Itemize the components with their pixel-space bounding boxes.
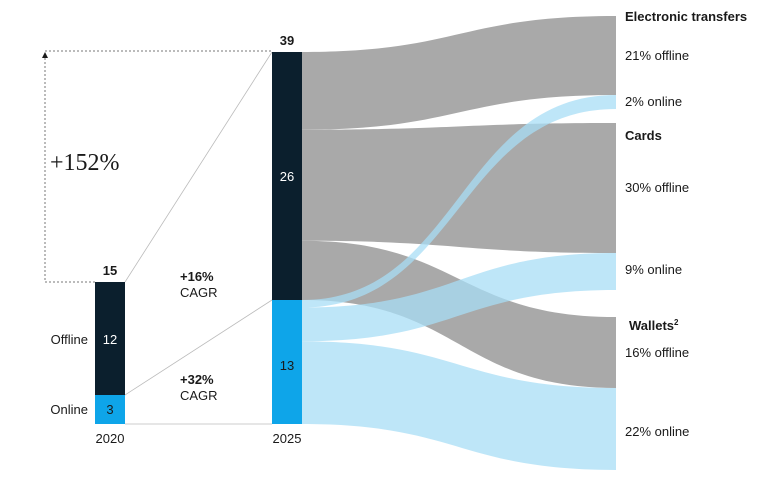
cagr-online-label: CAGR [180,388,218,403]
bar-2020-offline [95,282,125,395]
bar-2025-online [272,300,302,424]
flow-online-to-2-online [302,95,616,308]
connector-top [124,51,273,283]
flow-offline-to-30-offline [302,123,616,253]
segment-cards-offline: 30% offline [625,180,689,195]
value-2025-online: 13 [280,358,294,373]
total-2025: 39 [280,33,294,48]
cagr-offline-label: CAGR [180,285,218,300]
value-2020-offline: 12 [103,332,117,347]
label-offline: Offline [51,332,88,347]
bar-2020-online [95,395,125,424]
segment-cards-online: 9% online [625,262,682,277]
cagr-online-value: +32% [180,372,214,387]
label-online: Online [50,402,88,417]
flow-online-to-22-online [302,341,616,470]
segment-wallets-online: 22% online [625,424,689,439]
segment-et-offline: 21% offline [625,48,689,63]
segment-wallets-offline: 16% offline [625,345,689,360]
segment-et-online: 2% online [625,94,682,109]
total-2020: 15 [103,263,117,278]
cagr-offline-value: +16% [180,269,214,284]
connector-middle [124,299,273,396]
year-2020: 2020 [96,431,125,446]
year-2025: 2025 [273,431,302,446]
value-2020-online: 3 [106,402,113,417]
category-cards: Cards [625,128,662,143]
growth-bracket [42,50,272,283]
flow-offline-to-21-offline [302,16,616,130]
growth-label: +152% [50,150,120,176]
category-electronic-transfers: Electronic transfers [625,9,747,24]
flow-online-to-9-online [302,253,616,342]
bar-2025-offline [272,52,302,300]
value-2025-offline: 26 [280,169,294,184]
category-wallets: Wallets2 [629,318,679,333]
flows-group [302,16,616,470]
wallets-footnote: 2 [674,318,679,327]
